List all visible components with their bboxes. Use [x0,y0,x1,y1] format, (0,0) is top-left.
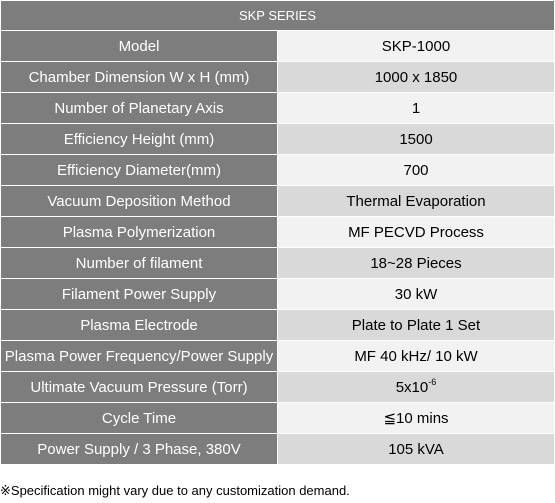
row-value-chamber-dimension: 1000 x 1850 [277,61,555,93]
row-value-planetary-axis: 1 [277,92,555,124]
table-row: Number of Planetary Axis 1 [0,92,555,124]
row-value-filament-power: 30 kW [277,278,555,310]
row-label-number-of-filament: Number of filament [0,247,278,279]
row-label-model: Model [0,30,278,62]
spec-table: SKP SERIES Model SKP-1000 Chamber Dimens… [0,0,555,465]
row-label-power-supply: Power Supply / 3 Phase, 380V [0,433,278,465]
row-label-planetary-axis: Number of Planetary Axis [0,92,278,124]
row-value-vacuum-deposition: Thermal Evaporation [277,185,555,217]
table-row: Chamber Dimension W x H (mm) 1000 x 1850 [0,61,555,93]
row-label-ultimate-vacuum: Ultimate Vacuum Pressure (Torr) [0,371,278,403]
row-label-plasma-polymerization: Plasma Polymerization [0,216,278,248]
table-header-row: SKP SERIES [0,0,555,31]
row-value-plasma-power-frequency: MF 40 kHz/ 10 kW [277,340,555,372]
row-value-plasma-polymerization: MF PECVD Process [277,216,555,248]
row-value-cycle-time: ≦10 mins [277,402,555,434]
row-value-plasma-electrode: Plate to Plate 1 Set [277,309,555,341]
row-label-efficiency-height: Efficiency Height (mm) [0,123,278,155]
row-label-efficiency-diameter: Efficiency Diameter(mm) [0,154,278,186]
row-value-model: SKP-1000 [277,30,555,62]
table-row: Efficiency Diameter(mm) 700 [0,154,555,186]
table-row: Number of filament 18~28 Pieces [0,247,555,279]
table-row: Plasma Polymerization MF PECVD Process [0,216,555,248]
row-value-ultimate-vacuum: 5x10-6 [277,371,555,403]
specification-footnote: ※Specification might vary due to any cus… [0,483,350,498]
row-label-cycle-time: Cycle Time [0,402,278,434]
vacuum-value-base: 5x10 [395,378,429,396]
row-value-efficiency-diameter: 700 [277,154,555,186]
table-row: Plasma Electrode Plate to Plate 1 Set [0,309,555,341]
row-label-plasma-electrode: Plasma Electrode [0,309,278,341]
table-row: Efficiency Height (mm) 1500 [0,123,555,155]
row-label-chamber-dimension: Chamber Dimension W x H (mm) [0,61,278,93]
row-value-power-supply: 105 kVA [277,433,555,465]
table-row: Model SKP-1000 [0,30,555,62]
row-label-plasma-power-frequency: Plasma Power Frequency/Power Supply [0,340,278,372]
table-header-title: SKP SERIES [0,0,555,31]
vacuum-value-exponent: -6 [428,376,437,387]
table-row: Ultimate Vacuum Pressure (Torr) 5x10-6 [0,371,555,403]
row-label-vacuum-deposition: Vacuum Deposition Method [0,185,278,217]
row-label-filament-power: Filament Power Supply [0,278,278,310]
row-value-number-of-filament: 18~28 Pieces [277,247,555,279]
table-row: Plasma Power Frequency/Power Supply MF 4… [0,340,555,372]
table-row: Cycle Time ≦10 mins [0,402,555,434]
table-row: Vacuum Deposition Method Thermal Evapora… [0,185,555,217]
row-value-efficiency-height: 1500 [277,123,555,155]
table-row: Filament Power Supply 30 kW [0,278,555,310]
table-row: Power Supply / 3 Phase, 380V 105 kVA [0,433,555,465]
